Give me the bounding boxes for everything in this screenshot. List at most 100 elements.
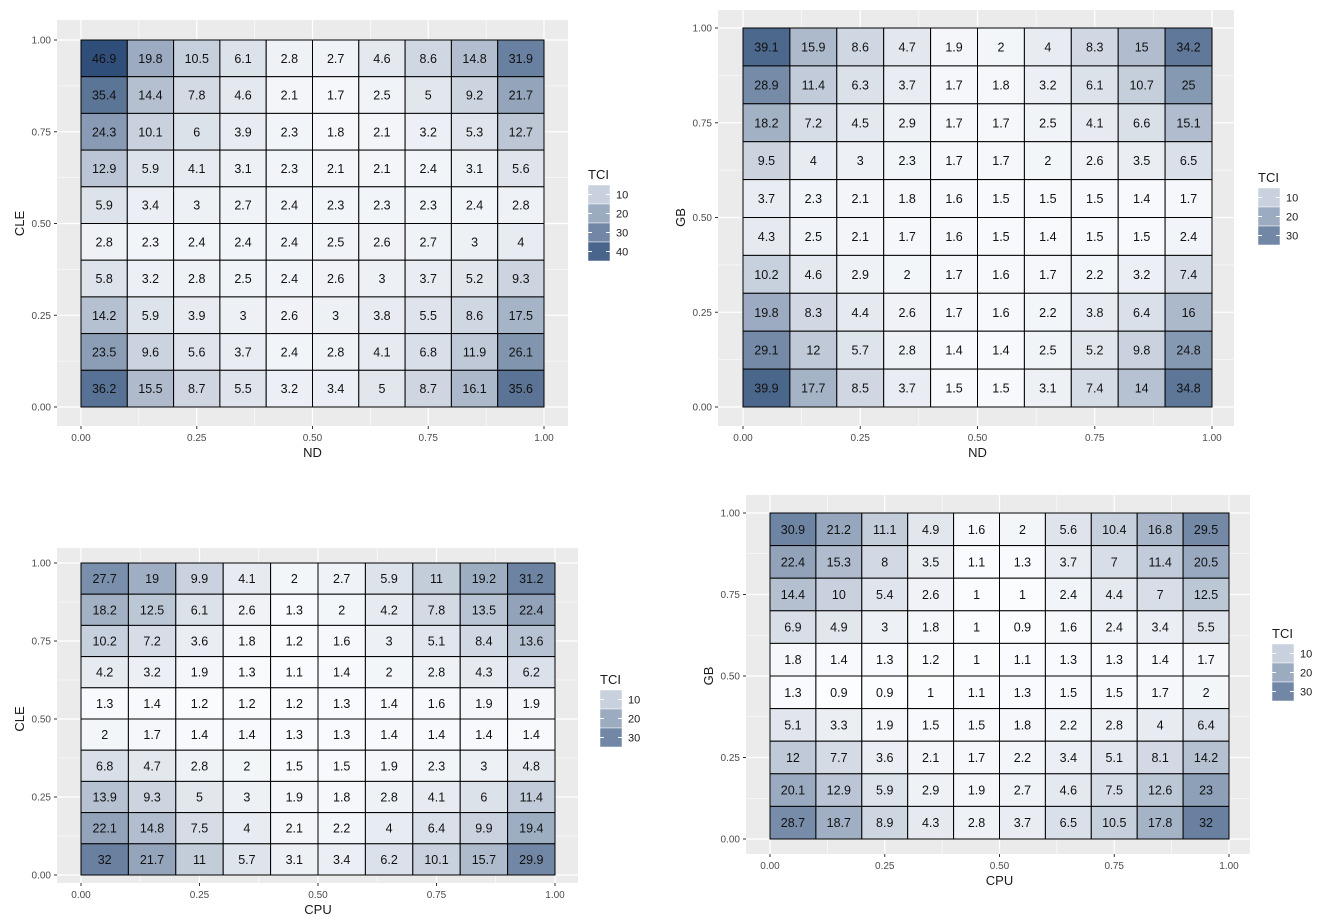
cell-label: 2.3 — [420, 199, 437, 213]
cell-label: 2.4 — [466, 199, 483, 213]
cell-label: 8.1 — [1151, 751, 1168, 765]
cell-label: 6.4 — [1197, 718, 1214, 732]
cell-label: 4.6 — [805, 268, 822, 282]
cell-label: 1 — [973, 621, 980, 635]
heatmap-cell — [883, 103, 932, 143]
cell-label: 2.4 — [1060, 588, 1077, 602]
heatmap-cell — [364, 593, 414, 626]
cell-label: 18.2 — [93, 603, 117, 617]
cell-label: 5.9 — [380, 572, 397, 586]
cell-label: 1.7 — [992, 154, 1009, 168]
x-tick-label: 0.00 — [733, 433, 753, 444]
x-tick-label: 1.00 — [1202, 433, 1222, 444]
heatmap-cell — [836, 27, 885, 67]
cell-label: 19.8 — [754, 306, 778, 320]
cell-label: 1.5 — [968, 718, 985, 732]
cell-label: 14.2 — [92, 309, 116, 323]
heatmap-cell — [742, 141, 791, 181]
heatmap-cell — [126, 369, 175, 408]
heatmap-cell — [270, 718, 319, 751]
heatmap-cell — [219, 333, 267, 371]
cell-label: 2.4 — [281, 272, 298, 286]
cell-label: 14.2 — [1194, 751, 1218, 765]
cell-label: 36.2 — [92, 382, 116, 396]
cell-label: 2 — [904, 268, 911, 282]
legend-label: 20 — [616, 209, 628, 221]
cell-label: 2.6 — [238, 603, 255, 617]
cell-label: 4.2 — [96, 666, 113, 680]
cell-label: 1.2 — [191, 697, 208, 711]
heatmap-cell — [907, 642, 955, 677]
cell-label: 4.2 — [380, 603, 397, 617]
cell-label: 3.1 — [1039, 382, 1056, 396]
cell-label: 12.6 — [1148, 784, 1172, 798]
cell-label: 1.5 — [1106, 686, 1123, 700]
heatmap-cell — [497, 333, 545, 371]
cell-label: 2.3 — [805, 192, 822, 206]
heatmap-cell — [1136, 577, 1184, 612]
heatmap-cell — [953, 610, 1000, 644]
cell-label: 2.9 — [898, 116, 915, 130]
cell-label: 24.3 — [92, 125, 116, 139]
heatmap-cell — [836, 103, 885, 143]
cell-label: 1.6 — [333, 635, 350, 649]
cell-label: 11.4 — [1148, 555, 1171, 569]
cell-label: 10 — [832, 588, 846, 602]
heatmap-cell — [222, 562, 272, 595]
cell-label: 30.9 — [781, 523, 805, 537]
cell-label: 1.5 — [1086, 192, 1103, 206]
heatmap-cell — [404, 259, 452, 298]
cell-label: 8.7 — [188, 382, 205, 396]
heatmap-cell — [861, 577, 909, 612]
cell-label: 12.5 — [140, 603, 164, 617]
heatmap-cell — [175, 624, 224, 658]
cell-label: 2.2 — [1086, 268, 1103, 282]
heatmap-cell — [953, 773, 1000, 807]
heatmap-cell — [507, 780, 556, 814]
cell-label: 3.6 — [876, 751, 893, 765]
cell-label: 2.2 — [1060, 718, 1077, 732]
x-tick-label: 1.00 — [534, 433, 554, 444]
x-tick-label: 0.75 — [427, 890, 447, 901]
heatmap-cell — [789, 103, 838, 143]
heatmap-cell — [358, 333, 406, 371]
cell-label: 6.2 — [380, 853, 397, 867]
heatmap-cell — [219, 76, 267, 114]
cell-label: 7.8 — [188, 89, 205, 103]
cell-label: 7.5 — [1106, 784, 1123, 798]
cell-label: 1 — [1019, 588, 1026, 602]
cell-label: 12.9 — [92, 162, 116, 176]
cell-label: 1.5 — [922, 718, 939, 732]
heatmap-cell — [175, 749, 224, 782]
heatmap-cell — [265, 39, 314, 78]
cell-label: 8.7 — [420, 382, 437, 396]
heatmap-cell — [126, 149, 175, 188]
heatmap-cell — [1117, 179, 1166, 219]
heatmap-cell — [175, 656, 224, 689]
heatmap-cell — [999, 610, 1046, 644]
cell-label: 2.5 — [805, 230, 822, 244]
cell-label: 5.7 — [238, 853, 255, 867]
cell-label: 10.4 — [1102, 523, 1126, 537]
cell-label: 3.2 — [1039, 78, 1056, 92]
cell-label: 1 — [973, 588, 980, 602]
cell-label: 4 — [243, 822, 250, 836]
heatmap-cell — [358, 296, 406, 335]
cell-label: 8.6 — [420, 52, 437, 66]
cell-label: 39.1 — [754, 40, 778, 54]
heatmap-cell — [1164, 368, 1213, 408]
heatmap-cell — [358, 76, 406, 114]
heatmap-cell — [80, 749, 129, 782]
x-tick-label: 0.75 — [1105, 861, 1125, 872]
cell-label: 5 — [378, 382, 385, 396]
cell-label: 3.2 — [1133, 268, 1150, 282]
cell-label: 15.1 — [1176, 116, 1200, 130]
cell-label: 1.4 — [992, 344, 1009, 358]
cell-label: 11.9 — [463, 345, 486, 359]
cell-label: 4.1 — [428, 791, 445, 805]
heatmap-cell — [222, 656, 272, 689]
cell-label: 22.4 — [781, 555, 805, 569]
cell-label: 1.3 — [333, 728, 350, 742]
cell-label: 2.1 — [922, 751, 939, 765]
heatmap-cell — [1136, 773, 1184, 807]
